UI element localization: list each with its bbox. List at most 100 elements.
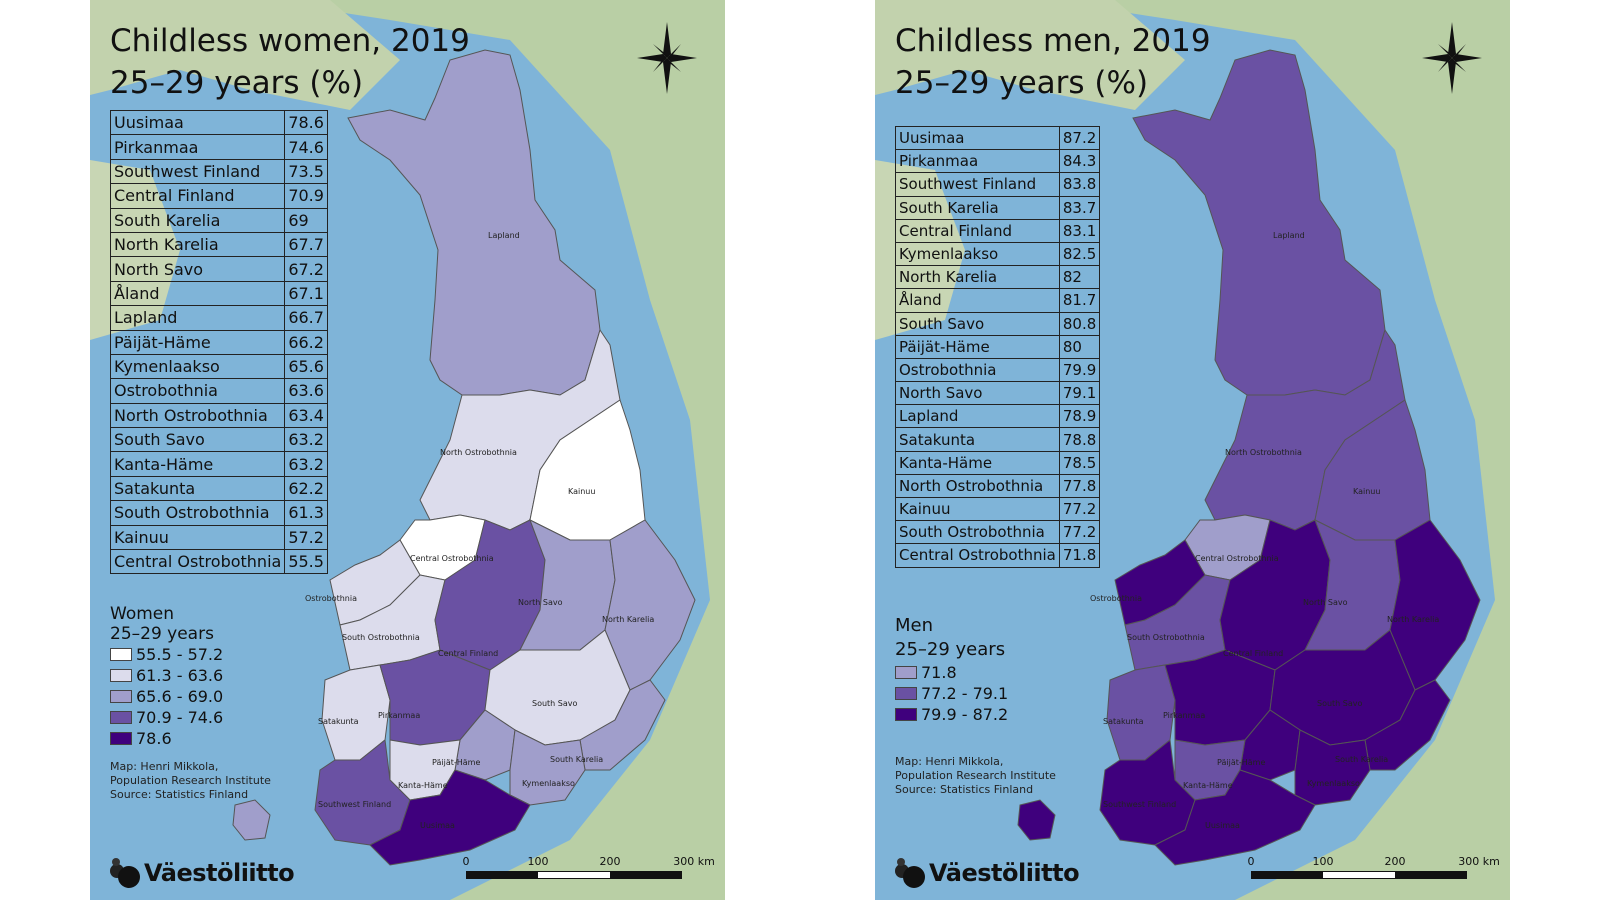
legend-label: 61.3 - 63.6	[136, 666, 224, 685]
table-cell-region: Päijät-Häme	[895, 334, 1060, 359]
map-title-line1: Childless men, 2019	[895, 23, 1211, 59]
region-label-paijat-hame: Päijät-Häme	[432, 758, 480, 767]
table-row: North Savo 67.2	[109, 256, 328, 282]
region-label-satakunta: Satakunta	[1103, 717, 1144, 726]
compass-icon	[637, 22, 697, 94]
legend-label: 65.6 - 69.0	[136, 687, 224, 706]
table-row: Ostrobothnia 63.6	[109, 378, 328, 404]
land-north	[875, 0, 1185, 110]
scale-label-200: 200	[1384, 855, 1406, 868]
table-cell-region: Pirkanmaa	[109, 134, 286, 160]
table-row: Åland 81.7	[895, 288, 1101, 313]
table-cell-region: Kanta-Häme	[895, 450, 1060, 475]
table-cell-region: North Karelia	[109, 231, 286, 258]
region-label-pirkanmaa: Pirkanmaa	[378, 711, 420, 720]
region-label-uusimaa: Uusimaa	[420, 821, 455, 830]
map-credit: Map: Henri Mikkola, Population Research …	[895, 755, 1056, 796]
region-labels-women: Lapland North Ostrobothnia Kainuu Centra…	[305, 231, 654, 830]
scale-bar: 0 100 200 300 km	[463, 855, 715, 879]
legend-men: Men 25–29 years 71.8 77.2 - 79.1 79.9 - 87…	[895, 614, 1008, 725]
region-south-karelia	[1364, 679, 1451, 771]
scale-label-100: 100	[1312, 855, 1334, 868]
ranking-table-women: Uusimaa 78.6 Pirkanmaa 74.6 Southwest Finlan…	[109, 109, 328, 575]
table-cell-value: 69	[284, 207, 328, 233]
scale-bar: 0 100 200 300 km	[1248, 855, 1500, 879]
land-north	[90, 0, 400, 110]
table-cell-region: Southwest Finland	[895, 172, 1060, 197]
region-label-north-karelia: North Karelia	[602, 615, 654, 624]
table-cell-region: South Savo	[895, 311, 1060, 336]
region-label-central-ostrobothnia: Central Ostrobothnia	[1195, 554, 1279, 563]
table-row: Central Finland 70.9	[109, 183, 328, 209]
table-cell-value: 83.8	[1058, 172, 1101, 197]
table-cell-region: Kymenlaakso	[109, 353, 286, 380]
legend-swatch	[895, 708, 917, 721]
vaestoliitto-logo: Väestöliitto	[110, 855, 295, 891]
table-cell-value: 77.2	[1058, 496, 1101, 522]
finland-regions-women	[232, 49, 696, 866]
table-row: Kanta-Häme 63.2	[109, 451, 328, 477]
table-cell-region: Satakunta	[895, 427, 1060, 452]
table-cell-value: 71.8	[1058, 543, 1101, 568]
compass-icon	[1422, 22, 1482, 94]
table-row: Satakunta 78.8	[895, 427, 1101, 452]
region-south-karelia	[579, 679, 666, 771]
region-labels-men: Lapland North Ostrobothnia Kainuu Centra…	[1090, 231, 1439, 830]
region-label-kainuu: Kainuu	[568, 487, 595, 496]
legend-swatch	[110, 732, 132, 745]
legend-item: 78.6	[110, 728, 223, 749]
table-cell-value: 67.7	[284, 231, 328, 258]
table-cell-region: Ostrobothnia	[109, 378, 286, 404]
legend-item: 61.3 - 63.6	[110, 665, 223, 686]
legend-label: 71.8	[921, 663, 957, 682]
region-label-kainuu: Kainuu	[1353, 487, 1380, 496]
land-east	[1045, 0, 1510, 900]
table-row: Southwest Finland 73.5	[109, 158, 328, 185]
legend-title-line2: 25–29 years	[110, 624, 214, 644]
table-cell-value: 73.5	[284, 158, 328, 185]
region-north-karelia	[604, 519, 696, 691]
table-cell-value: 67.2	[284, 256, 328, 282]
table-row: Päijät-Häme 66.2	[109, 329, 328, 355]
region-label-ostrobothnia: Ostrobothnia	[1090, 594, 1142, 603]
table-row: South Karelia 69	[109, 207, 328, 233]
table-row: Central Ostrobothnia 55.5	[109, 549, 328, 575]
table-cell-value: 78.8	[1058, 427, 1101, 452]
logo-text: Väestöliitto	[144, 859, 295, 887]
region-label-north-karelia: North Karelia	[1387, 615, 1439, 624]
table-cell-value: 65.6	[284, 353, 328, 380]
table-cell-region: Kainuu	[109, 524, 286, 551]
table-cell-region: South Karelia	[895, 195, 1060, 220]
legend-swatch	[110, 669, 132, 682]
legend-title-line1: Women	[110, 604, 175, 624]
ranking-table-body: Uusimaa 78.6 Pirkanmaa 74.6 Southwest Finlan…	[109, 109, 328, 575]
table-cell-value: 77.2	[1058, 520, 1101, 545]
table-row: Kanta-Häme 78.5	[895, 450, 1101, 475]
table-row: Ostrobothnia 79.9	[895, 357, 1101, 383]
table-row: North Ostrobothnia 63.4	[109, 402, 328, 429]
region-label-south-ostrobothnia: South Ostrobothnia	[1127, 633, 1205, 642]
region-label-central-ostrobothnia: Central Ostrobothnia	[410, 554, 494, 563]
legend-swatch	[110, 690, 132, 703]
region-label-paijat-hame: Päijät-Häme	[1217, 758, 1265, 767]
legend-item: 55.5 - 57.2	[110, 644, 223, 665]
table-cell-region: North Ostrobothnia	[109, 402, 286, 429]
table-row: South Savo 80.8	[895, 311, 1101, 336]
legend-item: 65.6 - 69.0	[110, 686, 223, 707]
table-cell-region: Åland	[109, 280, 286, 307]
table-row: Kymenlaakso 82.5	[895, 241, 1101, 267]
legend-item: 79.9 - 87.2	[895, 704, 1008, 725]
table-cell-region: Southwest Finland	[109, 158, 286, 185]
region-label-north-ostrobothnia: North Ostrobothnia	[440, 448, 517, 457]
legend-swatch	[895, 687, 917, 700]
region-label-pirkanmaa: Pirkanmaa	[1163, 711, 1205, 720]
table-cell-value: 77.8	[1058, 473, 1101, 499]
region-label-south-karelia: South Karelia	[1335, 755, 1388, 764]
table-row: South Ostrobothnia 77.2	[895, 520, 1101, 545]
scale-label-100: 100	[527, 855, 549, 868]
table-cell-value: 66.2	[284, 329, 328, 355]
scale-labels: 0 100 200 300 km	[463, 855, 715, 871]
legend-label: 77.2 - 79.1	[921, 684, 1009, 703]
region-label-kanta-hame: Kanta-Häme	[398, 781, 448, 790]
logo-text: Väestöliitto	[929, 859, 1080, 887]
